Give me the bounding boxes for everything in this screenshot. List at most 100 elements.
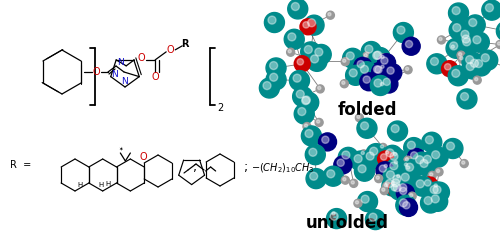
Circle shape [357,62,377,82]
Circle shape [384,64,402,82]
Circle shape [379,143,387,151]
Text: O: O [152,72,159,82]
Circle shape [357,115,360,118]
Circle shape [378,151,394,167]
Circle shape [478,50,498,70]
Circle shape [416,180,424,188]
Circle shape [386,149,394,157]
Circle shape [380,187,388,195]
Circle shape [294,104,314,124]
Circle shape [471,56,491,76]
Circle shape [342,176,349,184]
Circle shape [428,191,448,211]
Circle shape [390,172,409,192]
Circle shape [364,54,368,57]
Text: folded: folded [337,101,397,119]
Circle shape [469,19,477,27]
Circle shape [432,182,440,190]
Circle shape [387,67,394,74]
Circle shape [365,45,373,53]
Text: O: O [140,153,147,162]
Circle shape [370,63,388,80]
Circle shape [361,195,369,203]
Text: unfolded: unfolded [306,214,388,232]
Circle shape [390,180,409,200]
Circle shape [430,182,450,202]
Circle shape [302,97,310,105]
Circle shape [424,180,431,186]
Circle shape [370,147,378,155]
Circle shape [448,3,468,23]
Circle shape [266,58,286,78]
Circle shape [338,147,358,167]
Circle shape [380,54,388,62]
Circle shape [386,149,406,169]
Circle shape [264,12,284,32]
Circle shape [362,52,370,60]
Circle shape [360,122,368,130]
Circle shape [482,0,500,20]
Circle shape [393,175,401,183]
Circle shape [406,40,412,48]
Circle shape [309,148,317,156]
Circle shape [294,56,310,72]
Circle shape [392,182,394,185]
Circle shape [406,158,408,161]
Circle shape [327,170,335,178]
Circle shape [286,48,294,56]
Circle shape [361,151,364,155]
Circle shape [270,73,278,81]
Circle shape [330,210,338,218]
Circle shape [328,13,331,16]
Circle shape [400,187,407,195]
Circle shape [396,175,400,178]
Circle shape [318,133,336,151]
Circle shape [426,182,446,202]
Circle shape [386,151,388,154]
Circle shape [374,175,382,183]
Circle shape [388,175,408,195]
Circle shape [394,23,413,43]
Circle shape [430,173,433,176]
Circle shape [474,59,482,67]
Text: H: H [105,181,110,187]
Circle shape [306,168,326,189]
Circle shape [288,50,292,53]
Circle shape [391,125,399,133]
Circle shape [422,132,442,152]
Circle shape [410,152,418,159]
Circle shape [323,166,343,186]
Circle shape [496,40,500,48]
Circle shape [270,62,278,70]
Circle shape [380,82,384,86]
Circle shape [403,161,411,169]
Circle shape [296,90,304,98]
Circle shape [465,15,485,35]
Text: $-(CH_2)_{10}CH_3$: $-(CH_2)_{10}CH_3$ [251,161,315,175]
Circle shape [462,38,470,46]
Circle shape [388,121,407,141]
Circle shape [393,184,401,192]
Circle shape [292,3,300,11]
Circle shape [374,51,382,59]
Circle shape [300,42,320,62]
Circle shape [343,178,346,181]
Circle shape [266,70,286,90]
Circle shape [381,57,388,64]
Circle shape [462,59,482,79]
Circle shape [334,156,352,174]
Circle shape [372,51,380,59]
Circle shape [451,45,454,48]
Circle shape [366,144,386,164]
Circle shape [390,152,398,160]
Circle shape [426,136,434,144]
Circle shape [358,192,378,212]
Circle shape [412,152,432,172]
Circle shape [362,42,382,62]
Circle shape [268,16,276,24]
Circle shape [384,149,392,157]
Circle shape [393,159,401,167]
Circle shape [392,179,400,187]
Circle shape [360,73,378,91]
Text: O: O [92,67,100,77]
